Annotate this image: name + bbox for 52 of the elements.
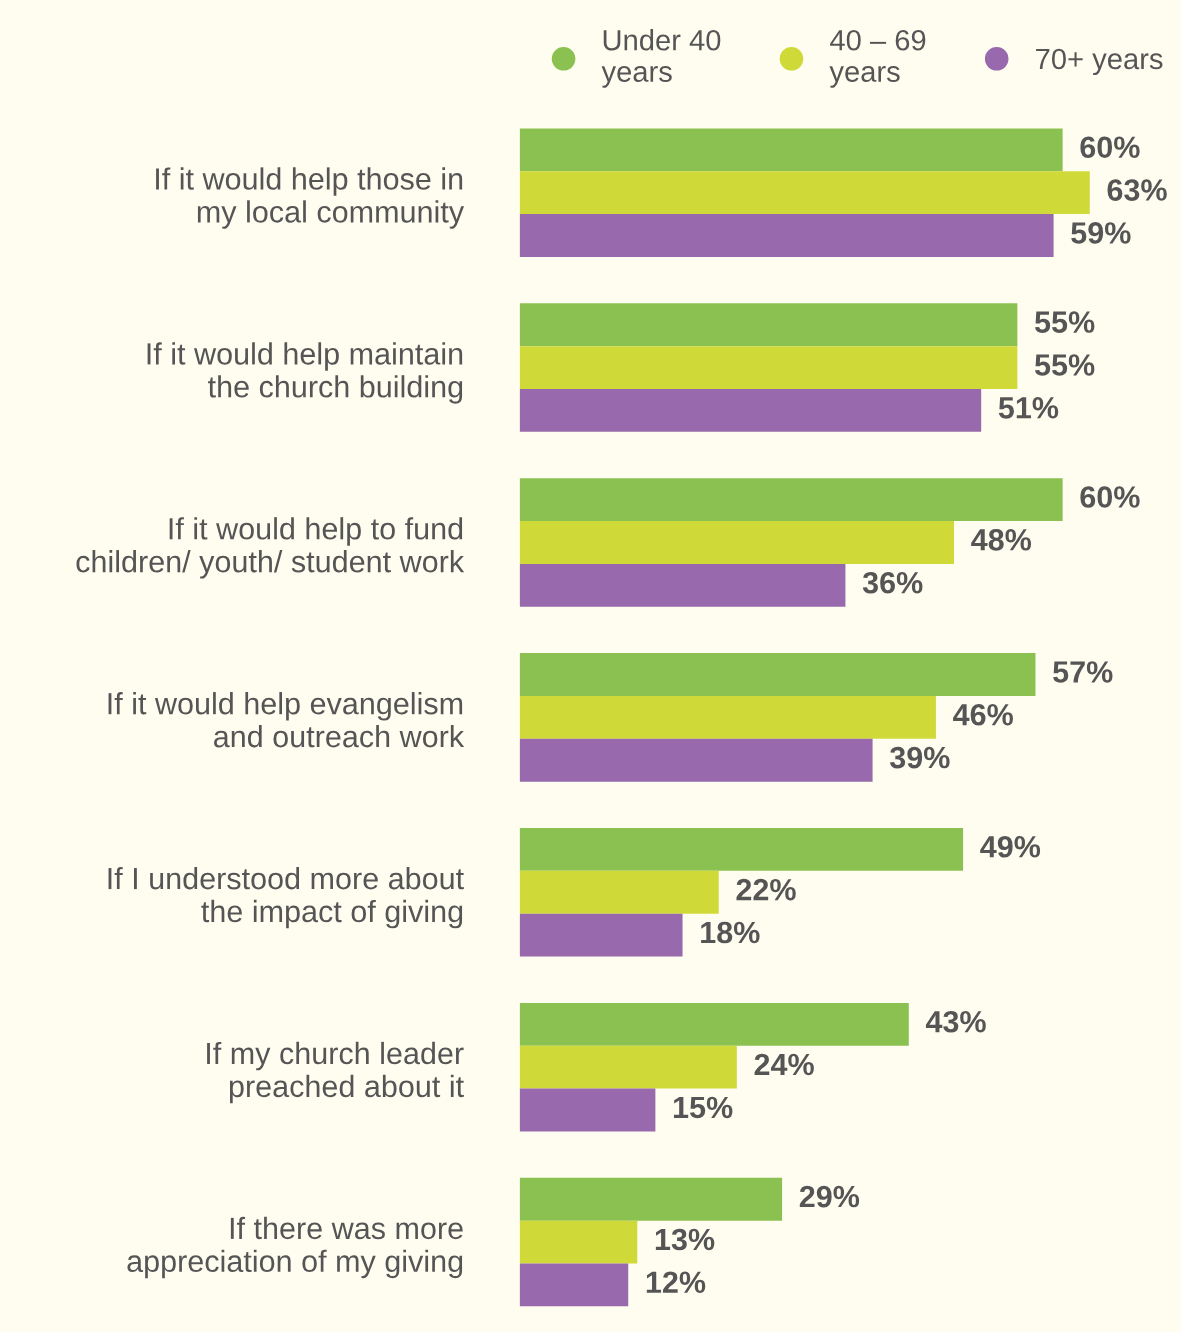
bar [519, 738, 873, 782]
bar [519, 827, 964, 871]
bar [519, 1220, 638, 1264]
legend-label: Under 40 years [601, 29, 721, 88]
y-tick-label: If I understood more about the impact of giving [108, 866, 464, 929]
bar [519, 1045, 737, 1089]
bar [519, 563, 846, 607]
data-label: 46% [953, 703, 1013, 726]
data-label: 49% [980, 835, 1041, 858]
data-label: 57% [1053, 661, 1113, 683]
legend-label: 70+ years [1036, 48, 1163, 76]
data-label: 29% [799, 1185, 860, 1208]
bar [519, 478, 1063, 522]
data-label: 24% [754, 1053, 814, 1076]
bar [519, 653, 1036, 696]
data-label: 36% [862, 571, 923, 594]
data-label: 12% [646, 1271, 706, 1294]
bar [519, 128, 1063, 172]
y-tick-label: If it would help to fund children/ youth/ student work [76, 517, 465, 579]
data-label: 48% [971, 529, 1032, 551]
bar [519, 1263, 629, 1307]
y-tick-label: If it would help evangelism and outreach work [108, 692, 465, 748]
y-tick-label: If it would help those in my local community [156, 167, 465, 229]
y-tick-label: If there was more appreciation of my giving [127, 1216, 463, 1279]
bar [519, 913, 683, 957]
y-tick-label: If my church leader preached about it [207, 1041, 464, 1104]
data-label: 63% [1107, 179, 1167, 201]
data-label: 55% [1034, 311, 1095, 333]
data-label: 43% [925, 1010, 986, 1033]
data-label: 51% [998, 397, 1059, 419]
data-label: 60% [1080, 486, 1140, 508]
bar [519, 389, 982, 432]
bar [519, 214, 1054, 257]
data-label: 39% [889, 746, 950, 769]
data-label: 59% [1071, 222, 1131, 244]
bar [519, 1088, 656, 1132]
bar [519, 695, 936, 739]
y-tick-label: If it would help maintain the church building [147, 342, 463, 404]
bar [519, 171, 1090, 215]
data-label: 15% [673, 1096, 733, 1119]
bar [519, 870, 719, 914]
data-label: 55% [1034, 354, 1095, 376]
data-label: 18% [701, 921, 760, 944]
data-label: 13% [655, 1228, 715, 1251]
data-label: 22% [736, 878, 796, 901]
bar [519, 521, 955, 564]
bar [519, 1177, 783, 1221]
bar [519, 1002, 909, 1046]
data-label: 60% [1080, 136, 1140, 159]
legend-label: 40 – 69 years [829, 29, 926, 88]
bar [519, 346, 1018, 389]
bar [519, 303, 1018, 347]
